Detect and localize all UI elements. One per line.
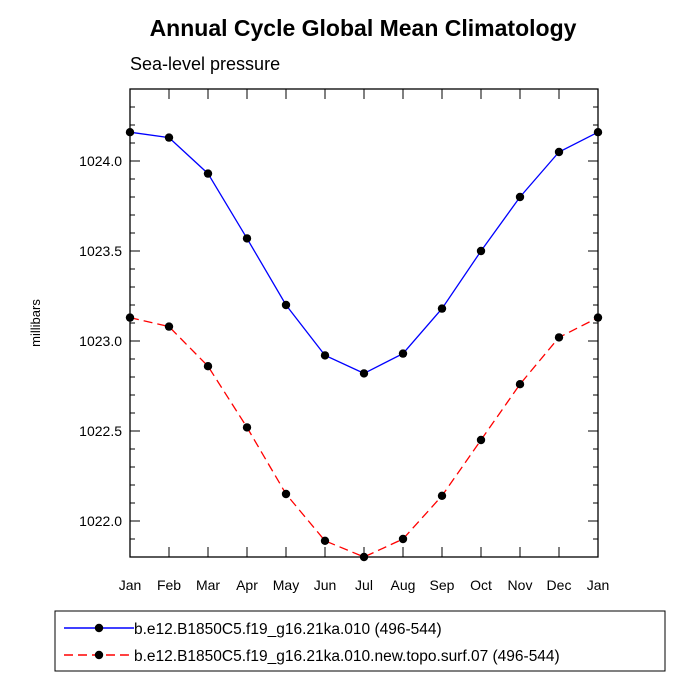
y-tick-label: 1022.5 xyxy=(79,423,122,439)
data-point xyxy=(242,423,252,432)
series-points xyxy=(125,128,603,562)
chart-title: Annual Cycle Global Mean Climatology xyxy=(150,15,577,41)
y-tick-label: 1023.5 xyxy=(79,243,122,259)
data-point xyxy=(281,300,291,310)
y-tick-label: 1024.0 xyxy=(79,153,122,169)
y-tick-labels: 1022.0 1022.5 1023.0 1023.5 1024.0 xyxy=(79,153,122,529)
data-point xyxy=(554,147,564,157)
data-point xyxy=(398,349,408,358)
data-point xyxy=(320,351,330,360)
x-tick-labels: Jan Feb Mar Apr May Jun Jul Aug Sep Oct Nov Dec Jan xyxy=(119,577,610,593)
data-point xyxy=(164,322,174,331)
data-point xyxy=(203,169,213,178)
x-tick-label: Jan xyxy=(587,577,610,593)
data-point xyxy=(359,369,369,378)
y-tick-label: 1022.0 xyxy=(79,513,122,529)
x-tick-label: Nov xyxy=(508,577,533,593)
data-point xyxy=(554,333,564,342)
chart-subtitle: Sea-level pressure xyxy=(130,54,280,74)
x-tick-label: Jan xyxy=(119,577,142,593)
data-point xyxy=(515,192,525,202)
data-point xyxy=(164,133,174,142)
data-point xyxy=(476,435,486,445)
data-point xyxy=(281,489,291,499)
x-tick-label: Aug xyxy=(391,577,416,593)
x-tick-label: Feb xyxy=(157,577,181,593)
legend-box xyxy=(54,610,666,672)
x-tick-label: Jun xyxy=(314,577,337,593)
x-tick-label: Mar xyxy=(196,577,220,593)
legend: b.e12.B1850C5.f19_g16.21ka.010 (496-544)… xyxy=(54,610,666,672)
plot-frame xyxy=(129,88,599,558)
axis-ticks xyxy=(129,88,599,558)
legend-label-1: b.e12.B1850C5.f19_g16.21ka.010.new.topo.… xyxy=(134,648,560,665)
x-tick-label: May xyxy=(273,577,299,593)
data-point xyxy=(320,536,330,545)
x-tick-label: Jul xyxy=(355,577,373,593)
legend-label-0: b.e12.B1850C5.f19_g16.21ka.010 (496-544) xyxy=(134,621,442,638)
series-line-0 xyxy=(129,131,599,375)
x-tick-label: Dec xyxy=(547,577,572,593)
data-point xyxy=(242,234,252,243)
legend-marker-1 xyxy=(94,650,104,660)
data-point xyxy=(398,534,408,544)
x-tick-label: Apr xyxy=(236,577,258,593)
data-point xyxy=(203,362,213,371)
y-axis-label: millibars xyxy=(28,299,43,347)
series-lines xyxy=(129,131,599,558)
data-point xyxy=(437,491,447,500)
x-tick-label: Sep xyxy=(430,577,455,593)
data-point xyxy=(437,304,447,313)
data-point xyxy=(476,246,486,256)
y-tick-label: 1023.0 xyxy=(79,333,122,349)
data-point xyxy=(515,380,525,389)
series-line-1 xyxy=(129,316,599,558)
legend-marker-0 xyxy=(94,623,104,633)
x-tick-label: Oct xyxy=(470,577,492,593)
